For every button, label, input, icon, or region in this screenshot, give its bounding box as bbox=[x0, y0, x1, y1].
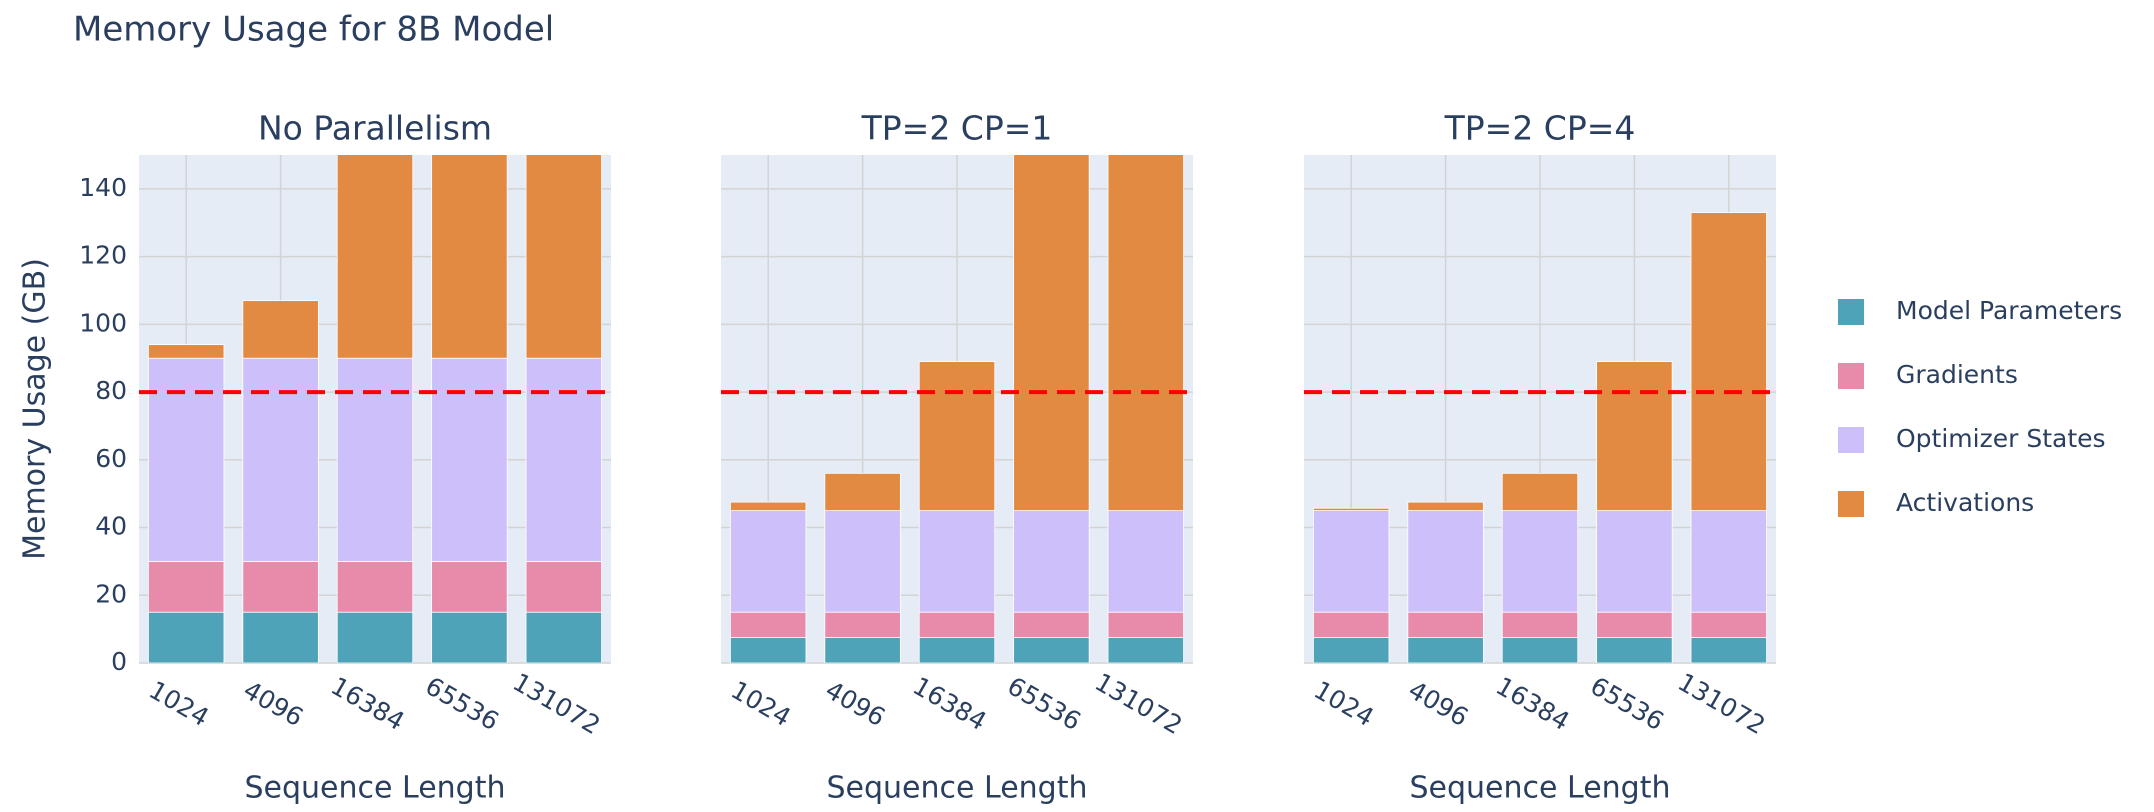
bar-segment bbox=[242, 300, 319, 359]
bar-segment bbox=[1013, 611, 1090, 639]
subplot-title: TP=2 CP=1 bbox=[861, 109, 1053, 148]
bar-segment bbox=[1013, 155, 1090, 512]
bar-segment bbox=[1407, 637, 1484, 663]
bar-segment bbox=[1501, 510, 1579, 613]
bar-segment bbox=[730, 501, 807, 511]
bar-segment bbox=[242, 611, 319, 663]
figure-title: Memory Usage for 8B Model bbox=[73, 10, 554, 50]
y-tick-label: 40 bbox=[95, 512, 127, 541]
bar-segment bbox=[730, 510, 807, 613]
legend-swatch bbox=[1838, 363, 1864, 389]
legend-swatch bbox=[1838, 299, 1864, 325]
bar-segment bbox=[431, 561, 508, 613]
bar-segment bbox=[1313, 510, 1390, 613]
bar-segment bbox=[1107, 155, 1184, 512]
bar-segment bbox=[336, 611, 414, 663]
subplot-title: No Parallelism bbox=[258, 109, 492, 148]
bars bbox=[1313, 155, 1767, 663]
x-axis-label: Sequence Length bbox=[827, 771, 1088, 806]
legend-swatch bbox=[1838, 491, 1864, 517]
bar-segment bbox=[525, 561, 602, 613]
bar-segment bbox=[431, 357, 508, 562]
bar-segment bbox=[1407, 501, 1484, 511]
legend-label: Gradients bbox=[1896, 360, 2018, 389]
bar-segment bbox=[918, 637, 996, 663]
bar-segment bbox=[824, 611, 901, 639]
bar-segment bbox=[918, 611, 996, 639]
bar-segment bbox=[1690, 637, 1767, 663]
bar-segment bbox=[431, 611, 508, 663]
x-axis-label: Sequence Length bbox=[245, 771, 506, 806]
bar-segment bbox=[336, 357, 414, 562]
bar-segment bbox=[730, 637, 807, 663]
bar-segment bbox=[525, 357, 602, 562]
y-tick-label: 0 bbox=[111, 647, 127, 676]
bar-segment bbox=[1013, 510, 1090, 613]
bar-segment bbox=[1313, 611, 1390, 639]
y-tick-label: 20 bbox=[95, 579, 127, 608]
bar-segment bbox=[1596, 637, 1673, 663]
bar-segment bbox=[1407, 611, 1484, 639]
bar-segment bbox=[1690, 611, 1767, 639]
bar-segment bbox=[1690, 212, 1767, 512]
bar-segment bbox=[824, 472, 901, 512]
bar-segment bbox=[242, 561, 319, 613]
bar-segment bbox=[1596, 611, 1673, 639]
bars bbox=[730, 155, 1184, 663]
bar-segment bbox=[336, 561, 414, 613]
bar-segment bbox=[148, 561, 225, 613]
y-tick-label: 120 bbox=[79, 241, 127, 270]
bar-segment bbox=[918, 510, 996, 613]
bar-segment bbox=[148, 344, 225, 359]
bar-segment bbox=[525, 611, 602, 663]
bar-segment bbox=[1107, 510, 1184, 613]
subplot-title: TP=2 CP=4 bbox=[1444, 109, 1636, 148]
bar-segment bbox=[918, 361, 996, 512]
legend-label: Model Parameters bbox=[1896, 296, 2122, 325]
bar-segment bbox=[1501, 637, 1579, 663]
y-tick-label: 140 bbox=[79, 173, 127, 202]
bar-segment bbox=[525, 155, 602, 359]
bar-segment bbox=[1501, 472, 1579, 512]
bar-segment bbox=[336, 155, 414, 359]
bar-segment bbox=[1313, 637, 1390, 663]
bar-segment bbox=[824, 510, 901, 613]
bar-segment bbox=[1013, 637, 1090, 663]
bar-segment bbox=[1690, 510, 1767, 613]
y-axis-label: Memory Usage (GB) bbox=[18, 258, 53, 560]
bar-segment bbox=[242, 357, 319, 562]
bar-segment bbox=[1501, 611, 1579, 639]
x-axis-label: Sequence Length bbox=[1410, 771, 1671, 806]
bar-segment bbox=[1313, 507, 1390, 512]
bar-segment bbox=[1107, 637, 1184, 663]
bar-segment bbox=[824, 637, 901, 663]
y-tick-label: 60 bbox=[95, 444, 127, 473]
y-tick-label: 100 bbox=[79, 308, 127, 337]
bar-segment bbox=[1596, 510, 1673, 613]
bar-segment bbox=[431, 155, 508, 359]
legend-swatch bbox=[1838, 427, 1864, 453]
legend-label: Optimizer States bbox=[1896, 424, 2106, 453]
bar-segment bbox=[1407, 510, 1484, 613]
bar-segment bbox=[148, 357, 225, 562]
bar-segment bbox=[148, 611, 225, 663]
bar-segment bbox=[730, 611, 807, 639]
bar-segment bbox=[1107, 611, 1184, 639]
legend-label: Activations bbox=[1896, 488, 2034, 517]
y-tick-label: 80 bbox=[95, 376, 127, 405]
bar-segment bbox=[1596, 361, 1673, 512]
